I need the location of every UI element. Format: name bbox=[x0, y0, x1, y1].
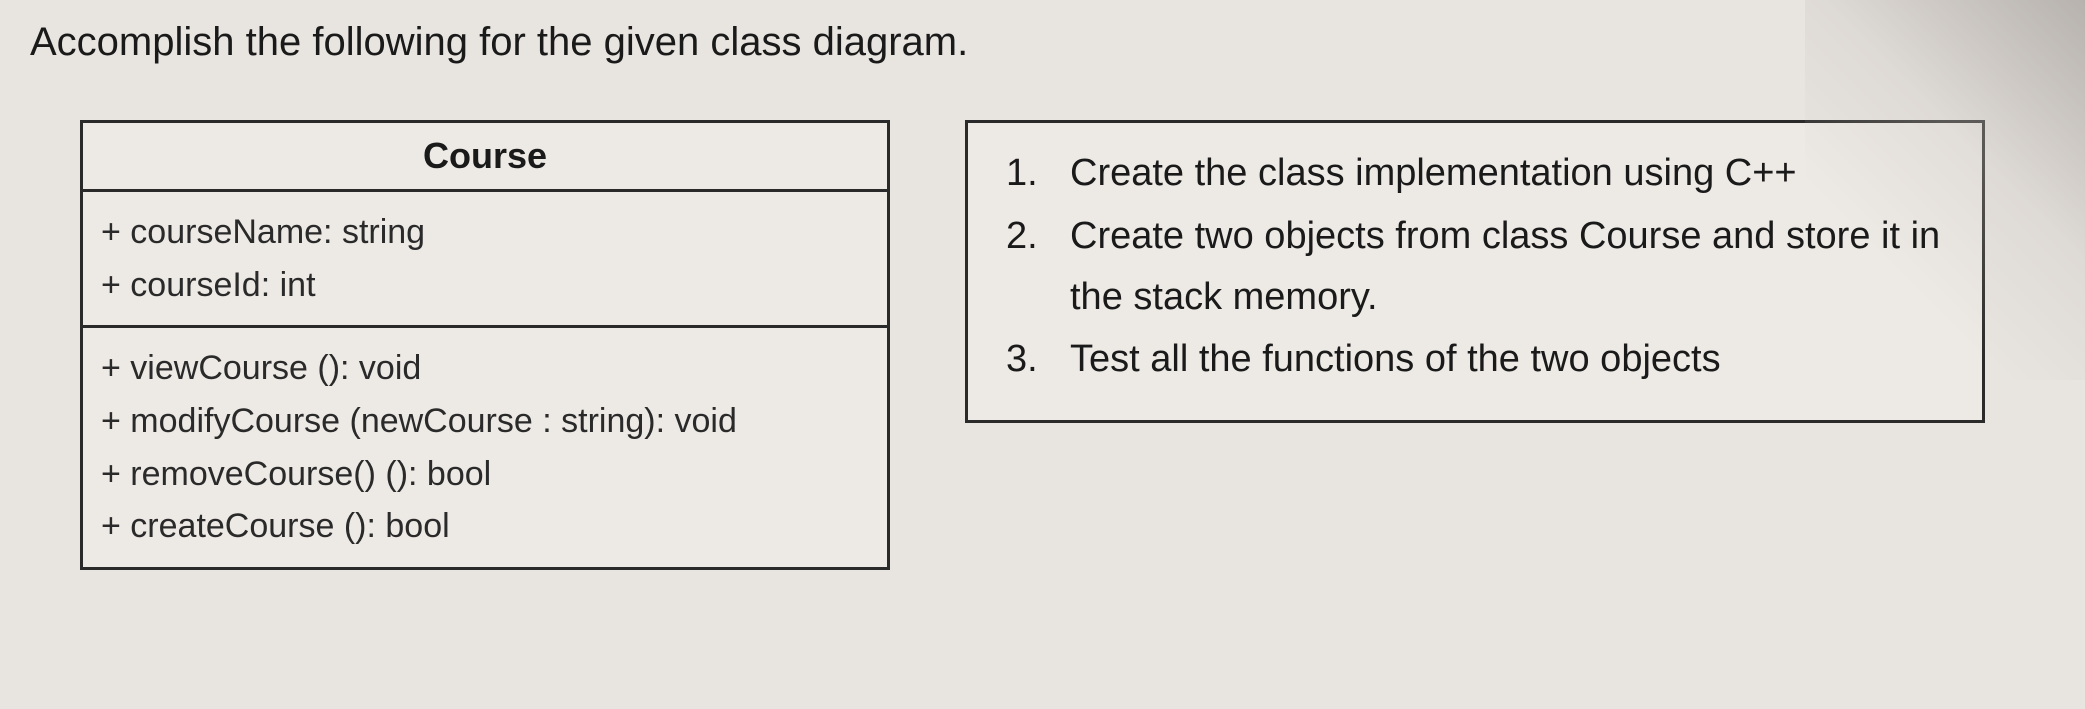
uml-method: + createCourse (): bool bbox=[101, 500, 869, 553]
uml-method: + removeCourse() (): bool bbox=[101, 448, 869, 501]
uml-method: + modifyCourse (newCourse : string): voi… bbox=[101, 395, 869, 448]
uml-attribute: + courseName: string bbox=[101, 206, 869, 259]
instructions-list: Create the class implementation using C+… bbox=[998, 143, 1952, 390]
content-row: Course + courseName: string + courseId: … bbox=[30, 120, 2055, 570]
instruction-item: Test all the functions of the two object… bbox=[998, 329, 1952, 390]
uml-attributes-section: + courseName: string + courseId: int bbox=[83, 192, 887, 328]
page-title: Accomplish the following for the given c… bbox=[30, 20, 2055, 65]
instruction-item: Create the class implementation using C+… bbox=[998, 143, 1952, 204]
uml-methods-section: + viewCourse (): void + modifyCourse (ne… bbox=[83, 328, 887, 567]
uml-class-diagram: Course + courseName: string + courseId: … bbox=[80, 120, 890, 570]
uml-attribute: + courseId: int bbox=[101, 259, 869, 312]
instructions-box: Create the class implementation using C+… bbox=[965, 120, 1985, 423]
uml-class-name: Course bbox=[83, 123, 887, 192]
instruction-item: Create two objects from class Course and… bbox=[998, 206, 1952, 328]
uml-method: + viewCourse (): void bbox=[101, 342, 869, 395]
